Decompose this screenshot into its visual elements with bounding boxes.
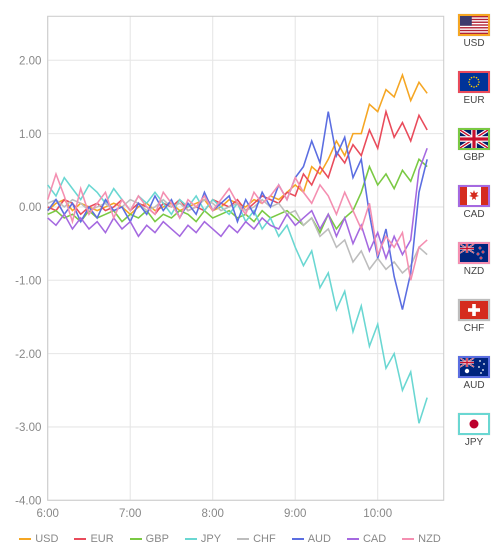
flag-icon (458, 128, 490, 150)
svg-text:-1.00: -1.00 (15, 275, 41, 287)
currency-flag-aud[interactable]: AUD (458, 356, 490, 391)
legend-item-chf[interactable]: CHF (237, 533, 276, 545)
currency-flag-gbp[interactable]: GBP (458, 128, 490, 163)
legend-label: USD (35, 533, 58, 545)
currency-side-panel: USD EUR GBP CAD NZD CHF AUD JPY (458, 10, 490, 545)
currency-code-label: AUD (463, 380, 484, 391)
legend-label: GBP (146, 533, 169, 545)
currency-code-label: NZD (464, 266, 485, 277)
chart-area: -4.00 -3.00 -2.00 -1.00 0.00 1.00 2.00 6:00 7:00… (10, 10, 450, 545)
svg-text:-3.00: -3.00 (15, 422, 41, 434)
currency-code-label: EUR (463, 95, 484, 106)
currency-code-label: GBP (463, 152, 484, 163)
legend-dash-icon (185, 538, 197, 540)
legend-item-gbp[interactable]: GBP (130, 533, 169, 545)
svg-text:8:00: 8:00 (202, 508, 224, 520)
legend-item-jpy[interactable]: JPY (185, 533, 221, 545)
flag-icon (458, 299, 490, 321)
line-chart: -4.00 -3.00 -2.00 -1.00 0.00 1.00 2.00 6:00 7:00… (10, 10, 450, 523)
legend-item-cad[interactable]: CAD (347, 533, 386, 545)
legend-item-eur[interactable]: EUR (74, 533, 113, 545)
series-eur (48, 112, 427, 215)
currency-flag-eur[interactable]: EUR (458, 71, 490, 106)
currency-flag-cad[interactable]: CAD (458, 185, 490, 220)
flag-icon (458, 185, 490, 207)
legend-label: CHF (253, 533, 276, 545)
flag-icon (458, 413, 490, 435)
svg-text:-4.00: -4.00 (15, 495, 41, 507)
currency-flag-chf[interactable]: CHF (458, 299, 490, 334)
flag-icon (458, 71, 490, 93)
legend-dash-icon (130, 538, 142, 540)
flag-icon (458, 356, 490, 378)
svg-text:1.00: 1.00 (19, 129, 41, 141)
legend-label: EUR (90, 533, 113, 545)
legend-item-usd[interactable]: USD (19, 533, 58, 545)
svg-text:7:00: 7:00 (119, 508, 141, 520)
currency-flag-usd[interactable]: USD (458, 14, 490, 49)
legend-item-nzd[interactable]: NZD (402, 533, 441, 545)
svg-text:9:00: 9:00 (284, 508, 306, 520)
currency-code-label: CAD (463, 209, 484, 220)
legend-dash-icon (74, 538, 86, 540)
currency-code-label: CHF (464, 323, 485, 334)
flag-icon (458, 242, 490, 264)
currency-flag-jpy[interactable]: JPY (458, 413, 490, 448)
legend-dash-icon (292, 538, 304, 540)
series-nzd (48, 174, 427, 280)
legend-label: JPY (201, 533, 221, 545)
legend-label: NZD (418, 533, 441, 545)
svg-text:2.00: 2.00 (19, 55, 41, 67)
flag-icon (458, 14, 490, 36)
currency-code-label: JPY (465, 437, 483, 448)
legend-item-aud[interactable]: AUD (292, 533, 331, 545)
svg-text:0.00: 0.00 (19, 202, 41, 214)
currency-flag-nzd[interactable]: NZD (458, 242, 490, 277)
legend: USD EUR GBP JPY CHF AUD CAD NZD (10, 533, 450, 545)
svg-text:6:00: 6:00 (37, 508, 59, 520)
legend-dash-icon (237, 538, 249, 540)
legend-dash-icon (402, 538, 414, 540)
legend-label: AUD (308, 533, 331, 545)
legend-dash-icon (19, 538, 31, 540)
svg-text:-2.00: -2.00 (15, 349, 41, 361)
chart-container: -4.00 -3.00 -2.00 -1.00 0.00 1.00 2.00 6:00 7:00… (10, 10, 490, 545)
currency-code-label: USD (463, 38, 484, 49)
legend-label: CAD (363, 533, 386, 545)
svg-text:10:00: 10:00 (363, 508, 392, 520)
legend-dash-icon (347, 538, 359, 540)
